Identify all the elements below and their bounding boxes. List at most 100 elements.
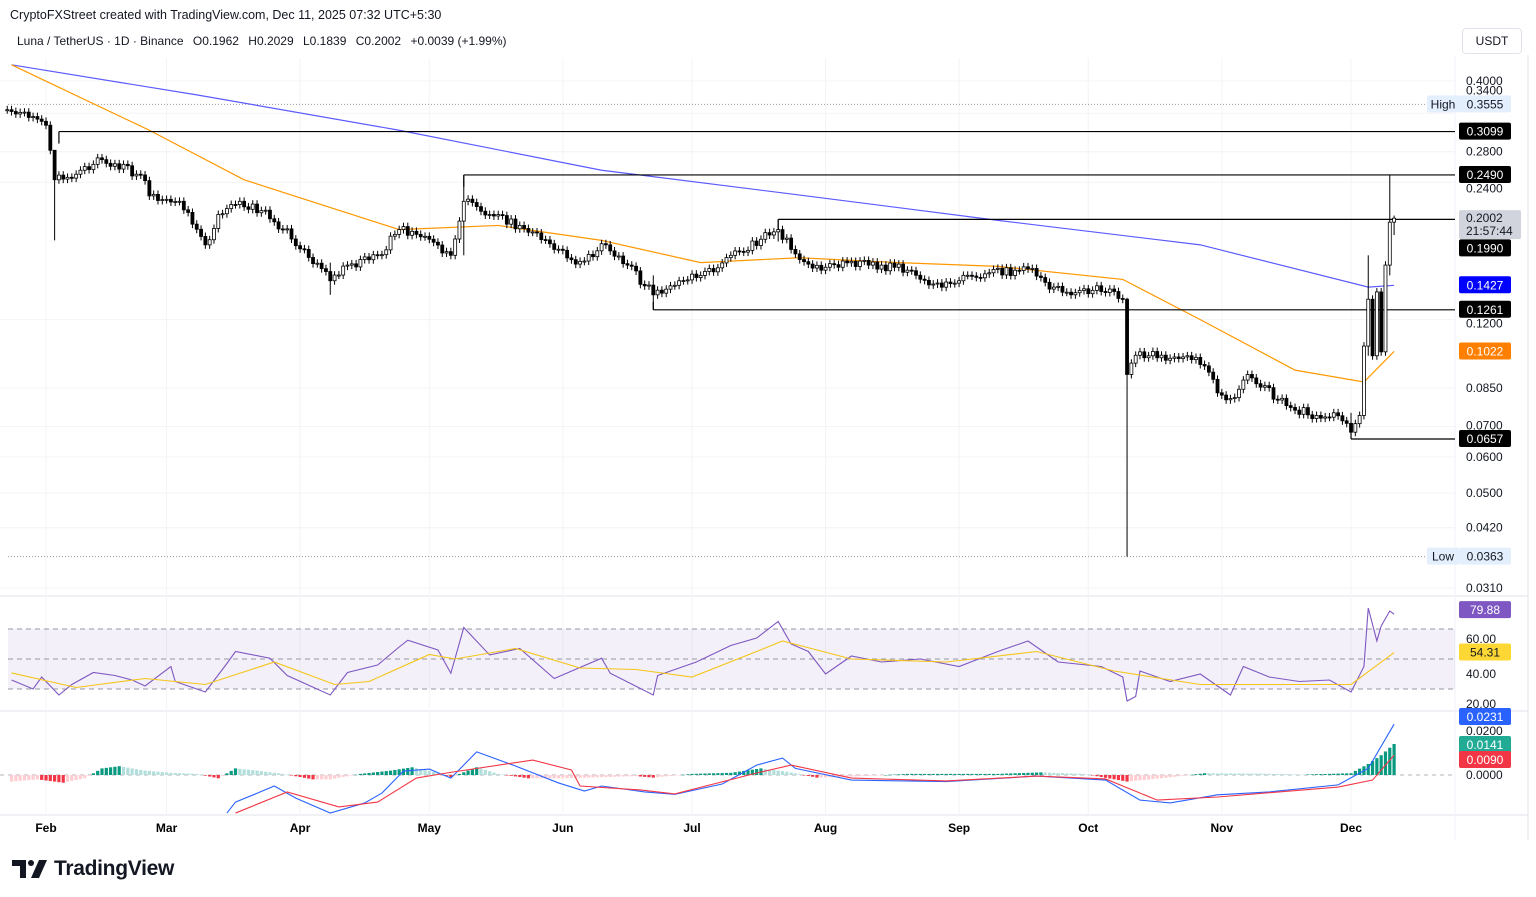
candle-body [1073,292,1078,296]
candle-body [1215,378,1220,394]
macd-tick-label: 0.0000 [1466,768,1503,782]
macd-histogram-bar [35,775,39,780]
macd-histogram-bar [811,775,815,777]
candle-body [190,212,195,225]
candle-body [328,271,333,282]
macd-histogram-bar [1314,774,1319,775]
candle-body [1064,291,1069,294]
price-chart[interactable]: Feb Mar Apr May Jun Jul Aug Sep Oct Nov Dec High 0.3… [0,0,1536,845]
candle-body [1232,397,1237,400]
high-tag-label: High [1431,97,1456,111]
macd-histogram-bar [152,771,156,775]
candle-body [1297,409,1302,415]
macd-histogram-bar [332,775,337,779]
macd-histogram-bar [27,775,31,781]
candle-body [1159,354,1164,359]
symbol-name[interactable]: Luna / TetherUS · 1D · Binance [17,34,184,48]
candle-body [858,260,862,267]
macd-histogram-bar [1349,773,1353,775]
macd-histogram-bar [1353,770,1357,775]
candle-body [797,253,802,260]
candle-body [896,263,901,268]
macd-histogram-bar [1043,772,1047,775]
macd-histogram-bar [1297,774,1301,775]
candle-body [560,248,565,251]
candle-body [100,157,104,161]
macd-histogram-bar [733,772,737,775]
candle-body [771,231,776,236]
macd-histogram-bar [406,767,410,775]
macd-histogram-bar [1039,772,1043,775]
macd-histogram-bar [1181,775,1185,776]
macd-histogram-bar [1078,773,1082,775]
candle-body [1194,357,1198,360]
macd-histogram-bar [285,774,289,776]
macd-histogram-bar [1340,773,1345,775]
macd-histogram-bar [1310,774,1314,775]
candle-body [207,239,212,246]
candle-body [220,213,225,216]
macd-histogram-bar [1030,772,1034,775]
macd-histogram-bar [212,775,216,778]
candle-body [823,266,828,271]
macd-histogram-bar [289,775,294,776]
macd-histogram-bar [1228,773,1233,775]
candle-body [1021,266,1026,271]
macd-histogram-bar [755,769,759,775]
candle-body [1133,354,1138,364]
price-tick-label: 0.3400 [1466,84,1503,98]
macd-histogram-bar [561,775,565,779]
macd-histogram-bar [410,767,414,775]
candle-body [104,159,109,164]
macd-histogram-bar [1388,747,1392,775]
macd-histogram-bar [914,773,918,775]
candle-body [1026,266,1030,270]
ohlc-high: H0.2029 [248,34,294,48]
macd-value-tag: 0.0090 [1467,753,1504,767]
macd-histogram-bar [117,766,121,775]
macd-histogram-bar [531,775,535,779]
candle-body [483,210,488,216]
rsi-value-tag-bg [1459,601,1511,619]
macd-histogram-bar [14,775,18,782]
candle-body [1349,422,1353,433]
currency-button[interactable]: USDT [1462,28,1522,54]
macd-histogram-bar [608,775,612,777]
candle-body [156,194,160,201]
macd-histogram-bar [1370,761,1375,775]
candle-body [526,228,531,233]
ma-price-tag: 0.1022 [1467,344,1504,358]
candle-body [199,228,203,237]
macd-histogram-bar [18,775,22,781]
candle-body [840,260,845,268]
macd-histogram-bar [776,770,780,775]
candle-body [44,120,48,126]
macd-histogram-bar [836,775,841,777]
candle-body [759,238,763,246]
candle-body [302,248,307,251]
tradingview-logo[interactable]: TradingView [12,857,174,881]
level-price-tag: 0.3099 [1467,125,1504,139]
macd-histogram-bar [793,773,798,775]
high-tag-label-bg [1427,95,1459,113]
candle-body [918,274,923,280]
macd-histogram-bar [238,768,242,775]
candle-body [504,215,509,225]
macd-histogram-bar [1155,775,1159,779]
macd-histogram-bar [862,775,866,777]
candle-body [1206,365,1211,373]
candle-body [61,174,66,180]
candle-body [125,163,130,167]
macd-histogram-bar [935,773,940,775]
candle-body [944,281,949,288]
candle-body [1280,397,1285,401]
macd-histogram-bar [1035,772,1039,775]
candle-body [901,263,905,273]
candle-body [1211,371,1216,380]
macd-histogram-bar [1185,775,1189,776]
macd-histogram-bar [9,775,14,782]
macd-histogram-bar [31,775,35,780]
macd-histogram-bar [169,772,173,775]
candle-body [354,263,359,268]
macd-histogram-bar [453,775,457,776]
